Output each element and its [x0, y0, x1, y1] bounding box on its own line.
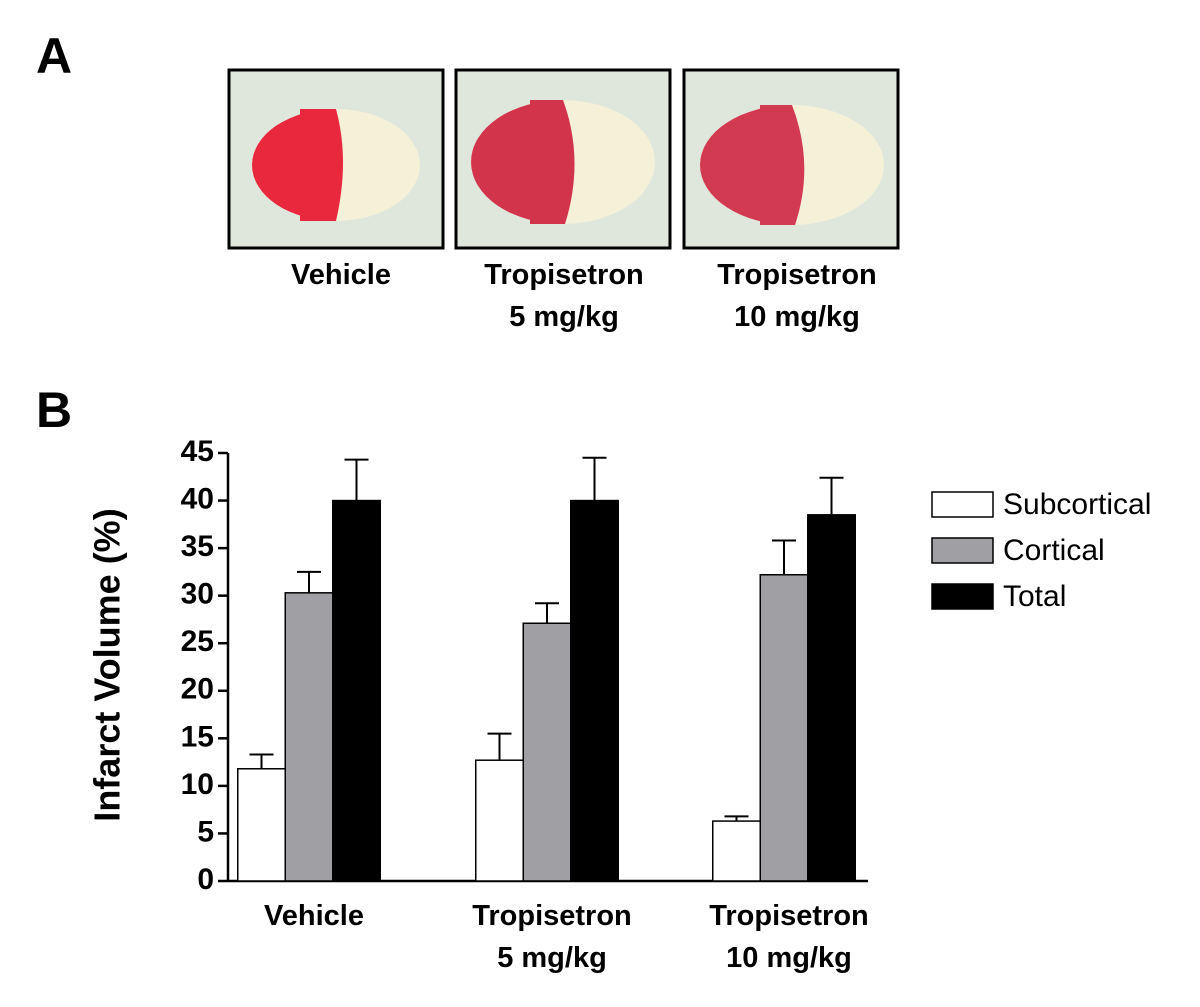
bar [759, 573, 809, 882]
bar [712, 820, 761, 882]
image-caption: Tropisetron 10 mg/kg [717, 259, 877, 333]
bar [807, 514, 856, 882]
image-caption: Vehicle [291, 259, 391, 291]
brain-image [227, 68, 445, 250]
bar [475, 759, 524, 882]
y-tick-label: 30 [181, 578, 214, 611]
y-tick-label: 5 [197, 815, 214, 848]
legend-label: Subcortical [1003, 488, 1151, 521]
x-tick-label: Tropisetron 10 mg/kg [709, 900, 869, 974]
bar [332, 499, 381, 882]
y-axis-label: Infarct Volume (%) [87, 508, 128, 821]
y-tick-label: 35 [181, 530, 214, 563]
y-tick-label: 25 [181, 625, 214, 658]
x-tick-label: Tropisetron 5 mg/kg [472, 900, 632, 974]
y-tick-label: 0 [197, 863, 214, 896]
brain-image [454, 68, 672, 250]
legend-swatch [931, 491, 994, 518]
legend-label: Total [1003, 580, 1066, 613]
x-tick-label: Vehicle [264, 900, 364, 932]
image-caption: Tropisetron 5 mg/kg [484, 259, 644, 333]
bar [237, 768, 286, 882]
y-tick-label: 15 [181, 720, 214, 753]
bar [570, 499, 619, 882]
y-tick-label: 45 [181, 435, 214, 468]
bar [284, 592, 334, 882]
y-tick-label: 10 [181, 768, 214, 801]
legend-swatch [931, 583, 994, 610]
legend-swatch [931, 537, 994, 564]
legend-label: Cortical [1003, 534, 1105, 567]
panel-label: B [36, 382, 72, 438]
brain-image [682, 68, 900, 250]
y-tick-label: 40 [181, 482, 214, 515]
panel-label: A [36, 28, 72, 84]
bar [522, 622, 572, 882]
y-tick-label: 20 [181, 673, 214, 706]
